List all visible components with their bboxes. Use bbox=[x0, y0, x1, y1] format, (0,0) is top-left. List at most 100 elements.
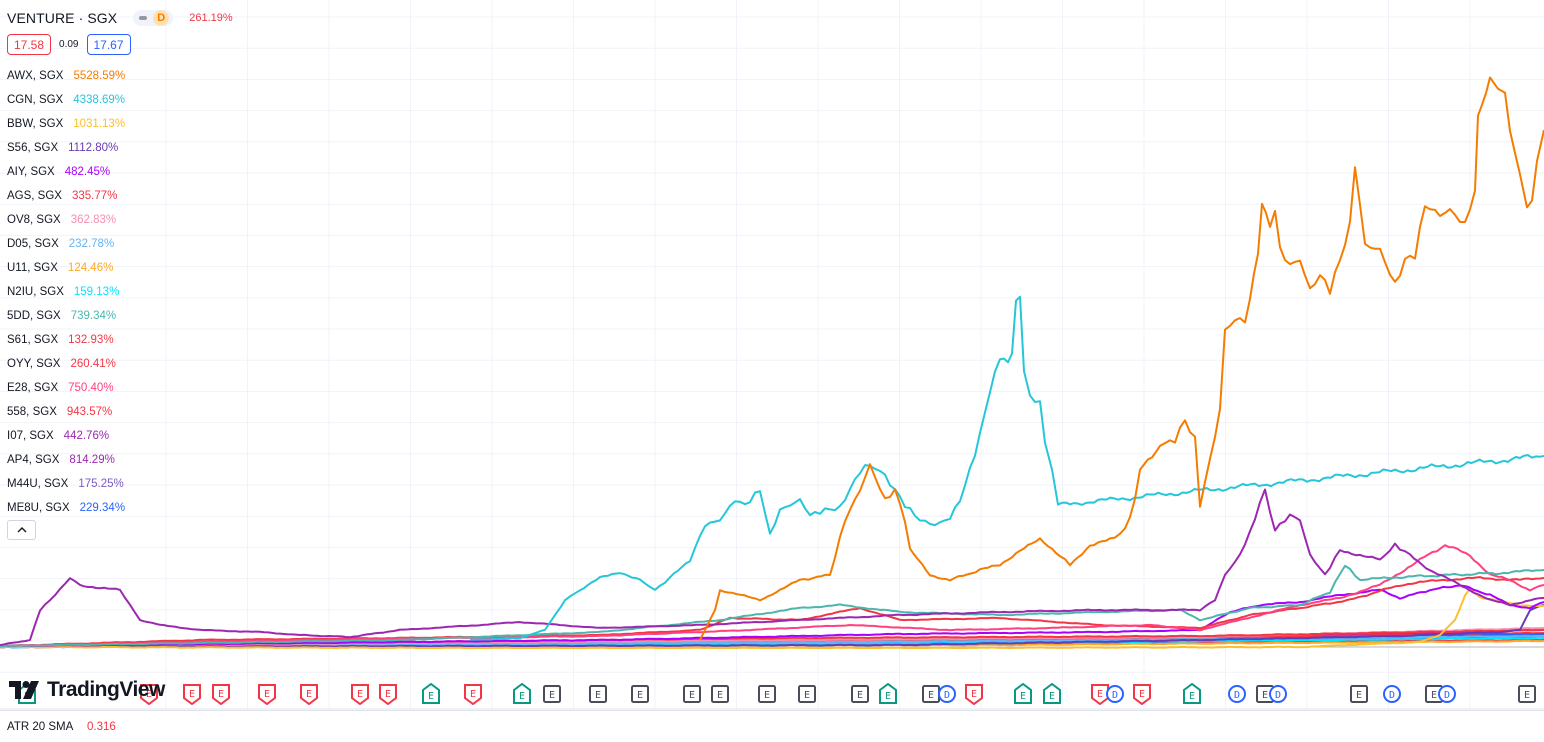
dividend-marker[interactable]: D bbox=[1383, 683, 1401, 705]
earnings-miss-marker[interactable]: E bbox=[212, 683, 230, 706]
earnings-upcoming-marker[interactable]: E bbox=[589, 683, 607, 705]
legend-value: 5528.59% bbox=[73, 70, 126, 82]
earnings-icon: E bbox=[589, 685, 607, 703]
dividend-marker[interactable]: D bbox=[1106, 683, 1124, 705]
earnings-icon: E bbox=[798, 685, 816, 703]
atr-indicator-pane[interactable]: ATR 20 SMA 0.316 bbox=[0, 710, 1544, 742]
legend-item[interactable]: AWX, SGX 5528.59% bbox=[7, 64, 125, 88]
series-line-5dd[interactable] bbox=[0, 564, 1544, 648]
series-line-ap4[interactable] bbox=[0, 584, 1544, 648]
legend: AWX, SGX 5528.59% CGN, SGX 4338.69% BBW, SGX… bbox=[7, 64, 125, 520]
earnings-miss-marker[interactable]: E bbox=[140, 683, 158, 706]
legend-symbol: I07, SGX bbox=[7, 430, 54, 442]
earnings-upcoming-marker[interactable]: E bbox=[758, 683, 776, 705]
legend-item[interactable]: AIY, SGX 482.45% bbox=[7, 160, 125, 184]
earnings-icon: E bbox=[1518, 685, 1536, 703]
legend-item[interactable]: S56, SGX 1112.80% bbox=[7, 136, 125, 160]
legend-symbol: AGS, SGX bbox=[7, 190, 62, 202]
earnings-beat-marker[interactable]: E bbox=[422, 682, 440, 705]
earnings-miss-marker[interactable]: E bbox=[1091, 683, 1109, 706]
earnings-upcoming-marker[interactable]: E bbox=[851, 683, 869, 705]
earnings-beat-marker[interactable]: E bbox=[1183, 682, 1201, 705]
earnings-icon: E bbox=[1425, 685, 1443, 703]
indicator-value: 0.316 bbox=[87, 721, 116, 733]
svg-text:E: E bbox=[306, 689, 312, 700]
svg-text:E: E bbox=[857, 690, 863, 701]
earnings-beat-marker[interactable]: E bbox=[513, 682, 531, 705]
series-line-cgn[interactable] bbox=[469, 295, 1544, 641]
earnings-icon: E bbox=[212, 684, 230, 706]
legend-item[interactable]: ME8U, SGX 229.34% bbox=[7, 496, 125, 520]
series-line-i07[interactable] bbox=[0, 488, 1544, 647]
legend-item[interactable]: OYY, SGX 260.41% bbox=[7, 352, 125, 376]
legend-item[interactable]: N2IU, SGX 159.13% bbox=[7, 280, 125, 304]
earnings-upcoming-marker[interactable]: E bbox=[798, 683, 816, 705]
earnings-upcoming-marker[interactable]: E bbox=[1518, 683, 1536, 705]
earnings-upcoming-marker[interactable]: E bbox=[711, 683, 729, 705]
legend-symbol: AIY, SGX bbox=[7, 166, 55, 178]
earnings-miss-marker[interactable]: E bbox=[300, 683, 318, 706]
series-line-558[interactable] bbox=[0, 576, 1544, 648]
legend-item[interactable]: S61, SGX 132.93% bbox=[7, 328, 125, 352]
series-line-e28[interactable] bbox=[0, 544, 1544, 648]
svg-text:E: E bbox=[1431, 690, 1437, 701]
earnings-upcoming-marker[interactable]: E bbox=[1256, 683, 1274, 705]
tradingview-logo[interactable]: TradingView bbox=[9, 678, 165, 702]
legend-symbol: E28, SGX bbox=[7, 382, 59, 394]
earnings-miss-marker[interactable]: E bbox=[965, 683, 983, 706]
legend-symbol: OV8, SGX bbox=[7, 214, 61, 226]
legend-item[interactable]: BBW, SGX 1031.13% bbox=[7, 112, 125, 136]
chart-pane[interactable]: VENTURE · SGX D 261.19% 17.58 0.09 17.67… bbox=[0, 0, 1544, 710]
legend-item[interactable]: M44U, SGX 175.25% bbox=[7, 472, 125, 496]
dividend-marker[interactable]: D bbox=[1228, 683, 1246, 705]
earnings-beat-marker[interactable]: E bbox=[1043, 682, 1061, 705]
legend-item[interactable]: CGN, SGX 4338.69% bbox=[7, 88, 125, 112]
interval-pill[interactable]: D bbox=[133, 10, 174, 26]
svg-text:E: E bbox=[1049, 691, 1055, 702]
legend-item[interactable]: E28, SGX 750.40% bbox=[7, 376, 125, 400]
dividend-marker[interactable]: D bbox=[1438, 683, 1456, 705]
legend-item[interactable]: AP4, SGX 814.29% bbox=[7, 448, 125, 472]
earnings-miss-marker[interactable]: E bbox=[351, 683, 369, 706]
legend-symbol: S61, SGX bbox=[7, 334, 59, 346]
tradingview-logo-text: TradingView bbox=[47, 678, 165, 701]
symbol-title[interactable]: VENTURE · SGX bbox=[7, 10, 118, 26]
legend-item[interactable]: OV8, SGX 362.83% bbox=[7, 208, 125, 232]
earnings-upcoming-marker[interactable]: E bbox=[683, 683, 701, 705]
earnings-beat-marker[interactable]: E bbox=[879, 682, 897, 705]
svg-text:D: D bbox=[1275, 690, 1281, 701]
earnings-icon: E bbox=[1133, 684, 1151, 706]
series-line-awx[interactable] bbox=[699, 76, 1544, 641]
legend-value: 159.13% bbox=[73, 286, 120, 298]
svg-text:E: E bbox=[1097, 689, 1103, 700]
legend-item[interactable]: D05, SGX 232.78% bbox=[7, 232, 125, 256]
legend-value: 814.29% bbox=[69, 454, 115, 466]
sell-price-button[interactable]: 17.58 bbox=[7, 34, 52, 55]
legend-item[interactable]: 5DD, SGX 739.34% bbox=[7, 304, 125, 328]
buy-price-button[interactable]: 17.67 bbox=[86, 34, 131, 55]
legend-item[interactable]: AGS, SGX 335.77% bbox=[7, 184, 125, 208]
earnings-upcoming-marker[interactable]: E bbox=[1350, 683, 1368, 705]
legend-item[interactable]: U11, SGX 124.46% bbox=[7, 256, 125, 280]
earnings-miss-marker[interactable]: E bbox=[464, 683, 482, 706]
collapse-legend-button[interactable] bbox=[7, 520, 36, 540]
earnings-miss-marker[interactable]: E bbox=[258, 683, 276, 706]
svg-text:E: E bbox=[264, 689, 270, 700]
earnings-upcoming-marker[interactable]: E bbox=[1425, 683, 1443, 705]
indicator-label[interactable]: ATR 20 SMA bbox=[7, 721, 74, 733]
earnings-upcoming-marker[interactable]: E bbox=[631, 683, 649, 705]
earnings-upcoming-marker[interactable]: E bbox=[543, 683, 561, 705]
earnings-miss-marker[interactable]: E bbox=[1133, 683, 1151, 706]
series-line-bbw[interactable] bbox=[0, 587, 1544, 649]
legend-symbol: M44U, SGX bbox=[7, 478, 69, 490]
legend-item[interactable]: I07, SGX 442.76% bbox=[7, 424, 125, 448]
earnings-miss-marker[interactable]: E bbox=[183, 683, 201, 706]
earnings-miss-marker[interactable]: E bbox=[379, 683, 397, 706]
legend-item[interactable]: 558, SGX 943.57% bbox=[7, 400, 125, 424]
earnings-icon: E bbox=[351, 684, 369, 706]
dividend-marker[interactable]: D bbox=[938, 683, 956, 705]
earnings-beat-marker[interactable]: E bbox=[1014, 682, 1032, 705]
comparison-lines bbox=[0, 76, 1544, 649]
dividend-marker[interactable]: D bbox=[1269, 683, 1287, 705]
earnings-upcoming-marker[interactable]: E bbox=[922, 683, 940, 705]
